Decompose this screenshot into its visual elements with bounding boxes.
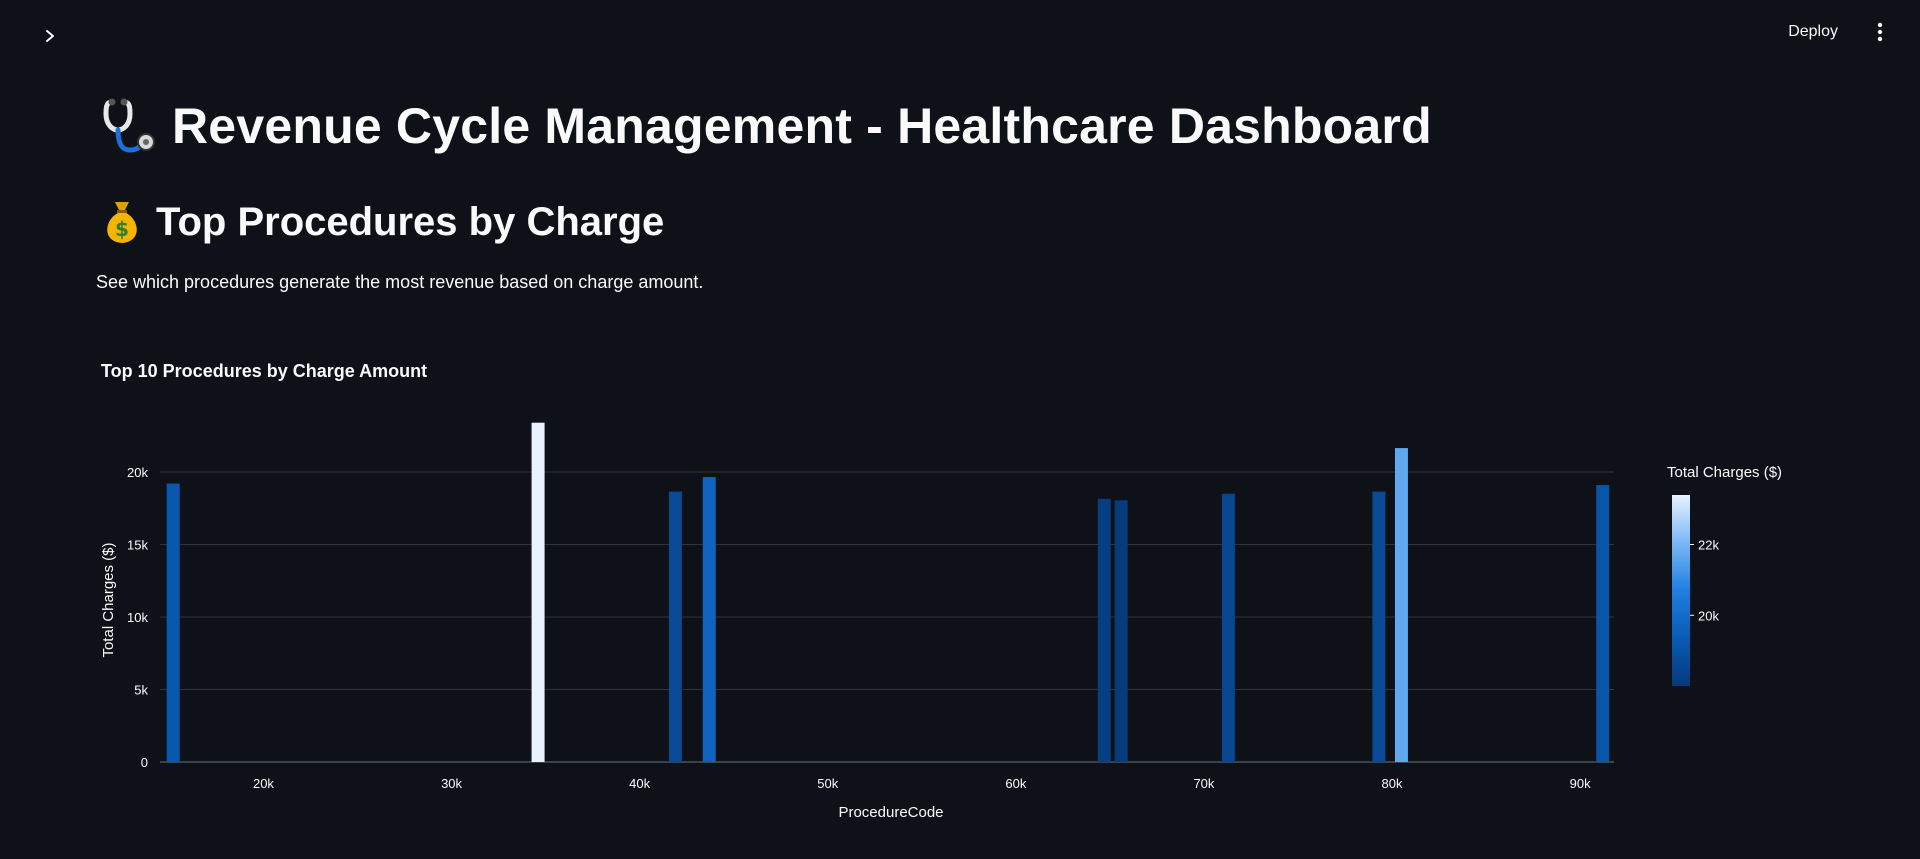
x-tick-label: 60k (1005, 776, 1026, 791)
bar[interactable] (1114, 500, 1128, 762)
more-vertical-icon (1877, 22, 1883, 42)
x-tick-label: 20k (253, 776, 274, 791)
x-tick-label: 90k (1570, 776, 1591, 791)
colorbar-legend: Total Charges ($) 20k 22k (1667, 464, 1782, 686)
bar[interactable] (1394, 448, 1408, 762)
bar[interactable] (1372, 491, 1386, 762)
section-title: Top Procedures by Charge (156, 199, 665, 244)
x-tick-label: 30k (441, 776, 462, 791)
colorbar-title: Total Charges ($) (1667, 464, 1782, 481)
page-title: Revenue Cycle Management - Healthcare Da… (172, 98, 1432, 154)
y-axis-ticks: 0 5k 10k 15k 20k (127, 465, 148, 770)
chart-bars (166, 422, 1610, 762)
section-title-row: $ Top Procedures by Charge (100, 198, 664, 246)
bar[interactable] (1097, 498, 1111, 762)
chart-title: Top 10 Procedures by Charge Amount (101, 361, 428, 381)
svg-text:$: $ (115, 217, 129, 241)
bar[interactable] (702, 477, 716, 762)
bar[interactable] (1596, 485, 1610, 762)
x-tick-label: 70k (1193, 776, 1214, 791)
page-title-row: Revenue Cycle Management - Healthcare Da… (100, 96, 1432, 156)
y-axis-label: Total Charges ($) (100, 542, 117, 657)
x-tick-label: 50k (817, 776, 838, 791)
colorbar-tick-label: 20k (1698, 608, 1719, 623)
y-tick-label: 15k (127, 538, 148, 553)
sidebar-toggle-button[interactable] (38, 24, 62, 48)
x-tick-label: 40k (629, 776, 650, 791)
bar[interactable] (166, 483, 180, 762)
stethoscope-icon (103, 98, 155, 153)
y-tick-label: 20k (127, 465, 148, 480)
x-axis-label: ProcedureCode (838, 804, 943, 821)
chart-gridlines (160, 471, 1614, 763)
bar[interactable] (668, 491, 682, 762)
money-bag-icon: $ (107, 202, 137, 243)
section-description: See which procedures generate the most r… (96, 272, 704, 292)
y-tick-label: 0 (141, 755, 148, 770)
bar[interactable] (1221, 493, 1235, 762)
x-tick-label: 80k (1382, 776, 1403, 791)
bar[interactable] (531, 422, 545, 762)
x-axis-ticks: 20k 30k 40k 50k 60k 70k 80k 90k (253, 776, 1591, 791)
colorbar-gradient (1672, 495, 1690, 686)
toolbar: Deploy (1782, 18, 1890, 46)
deploy-button[interactable]: Deploy (1782, 19, 1844, 45)
y-tick-label: 10k (127, 610, 148, 625)
main-menu-button[interactable] (1870, 18, 1890, 46)
y-tick-label: 5k (134, 683, 148, 698)
colorbar-ticks: 20k 22k (1690, 538, 1719, 623)
chevron-right-icon (46, 30, 54, 42)
colorbar-tick-label: 22k (1698, 538, 1719, 553)
